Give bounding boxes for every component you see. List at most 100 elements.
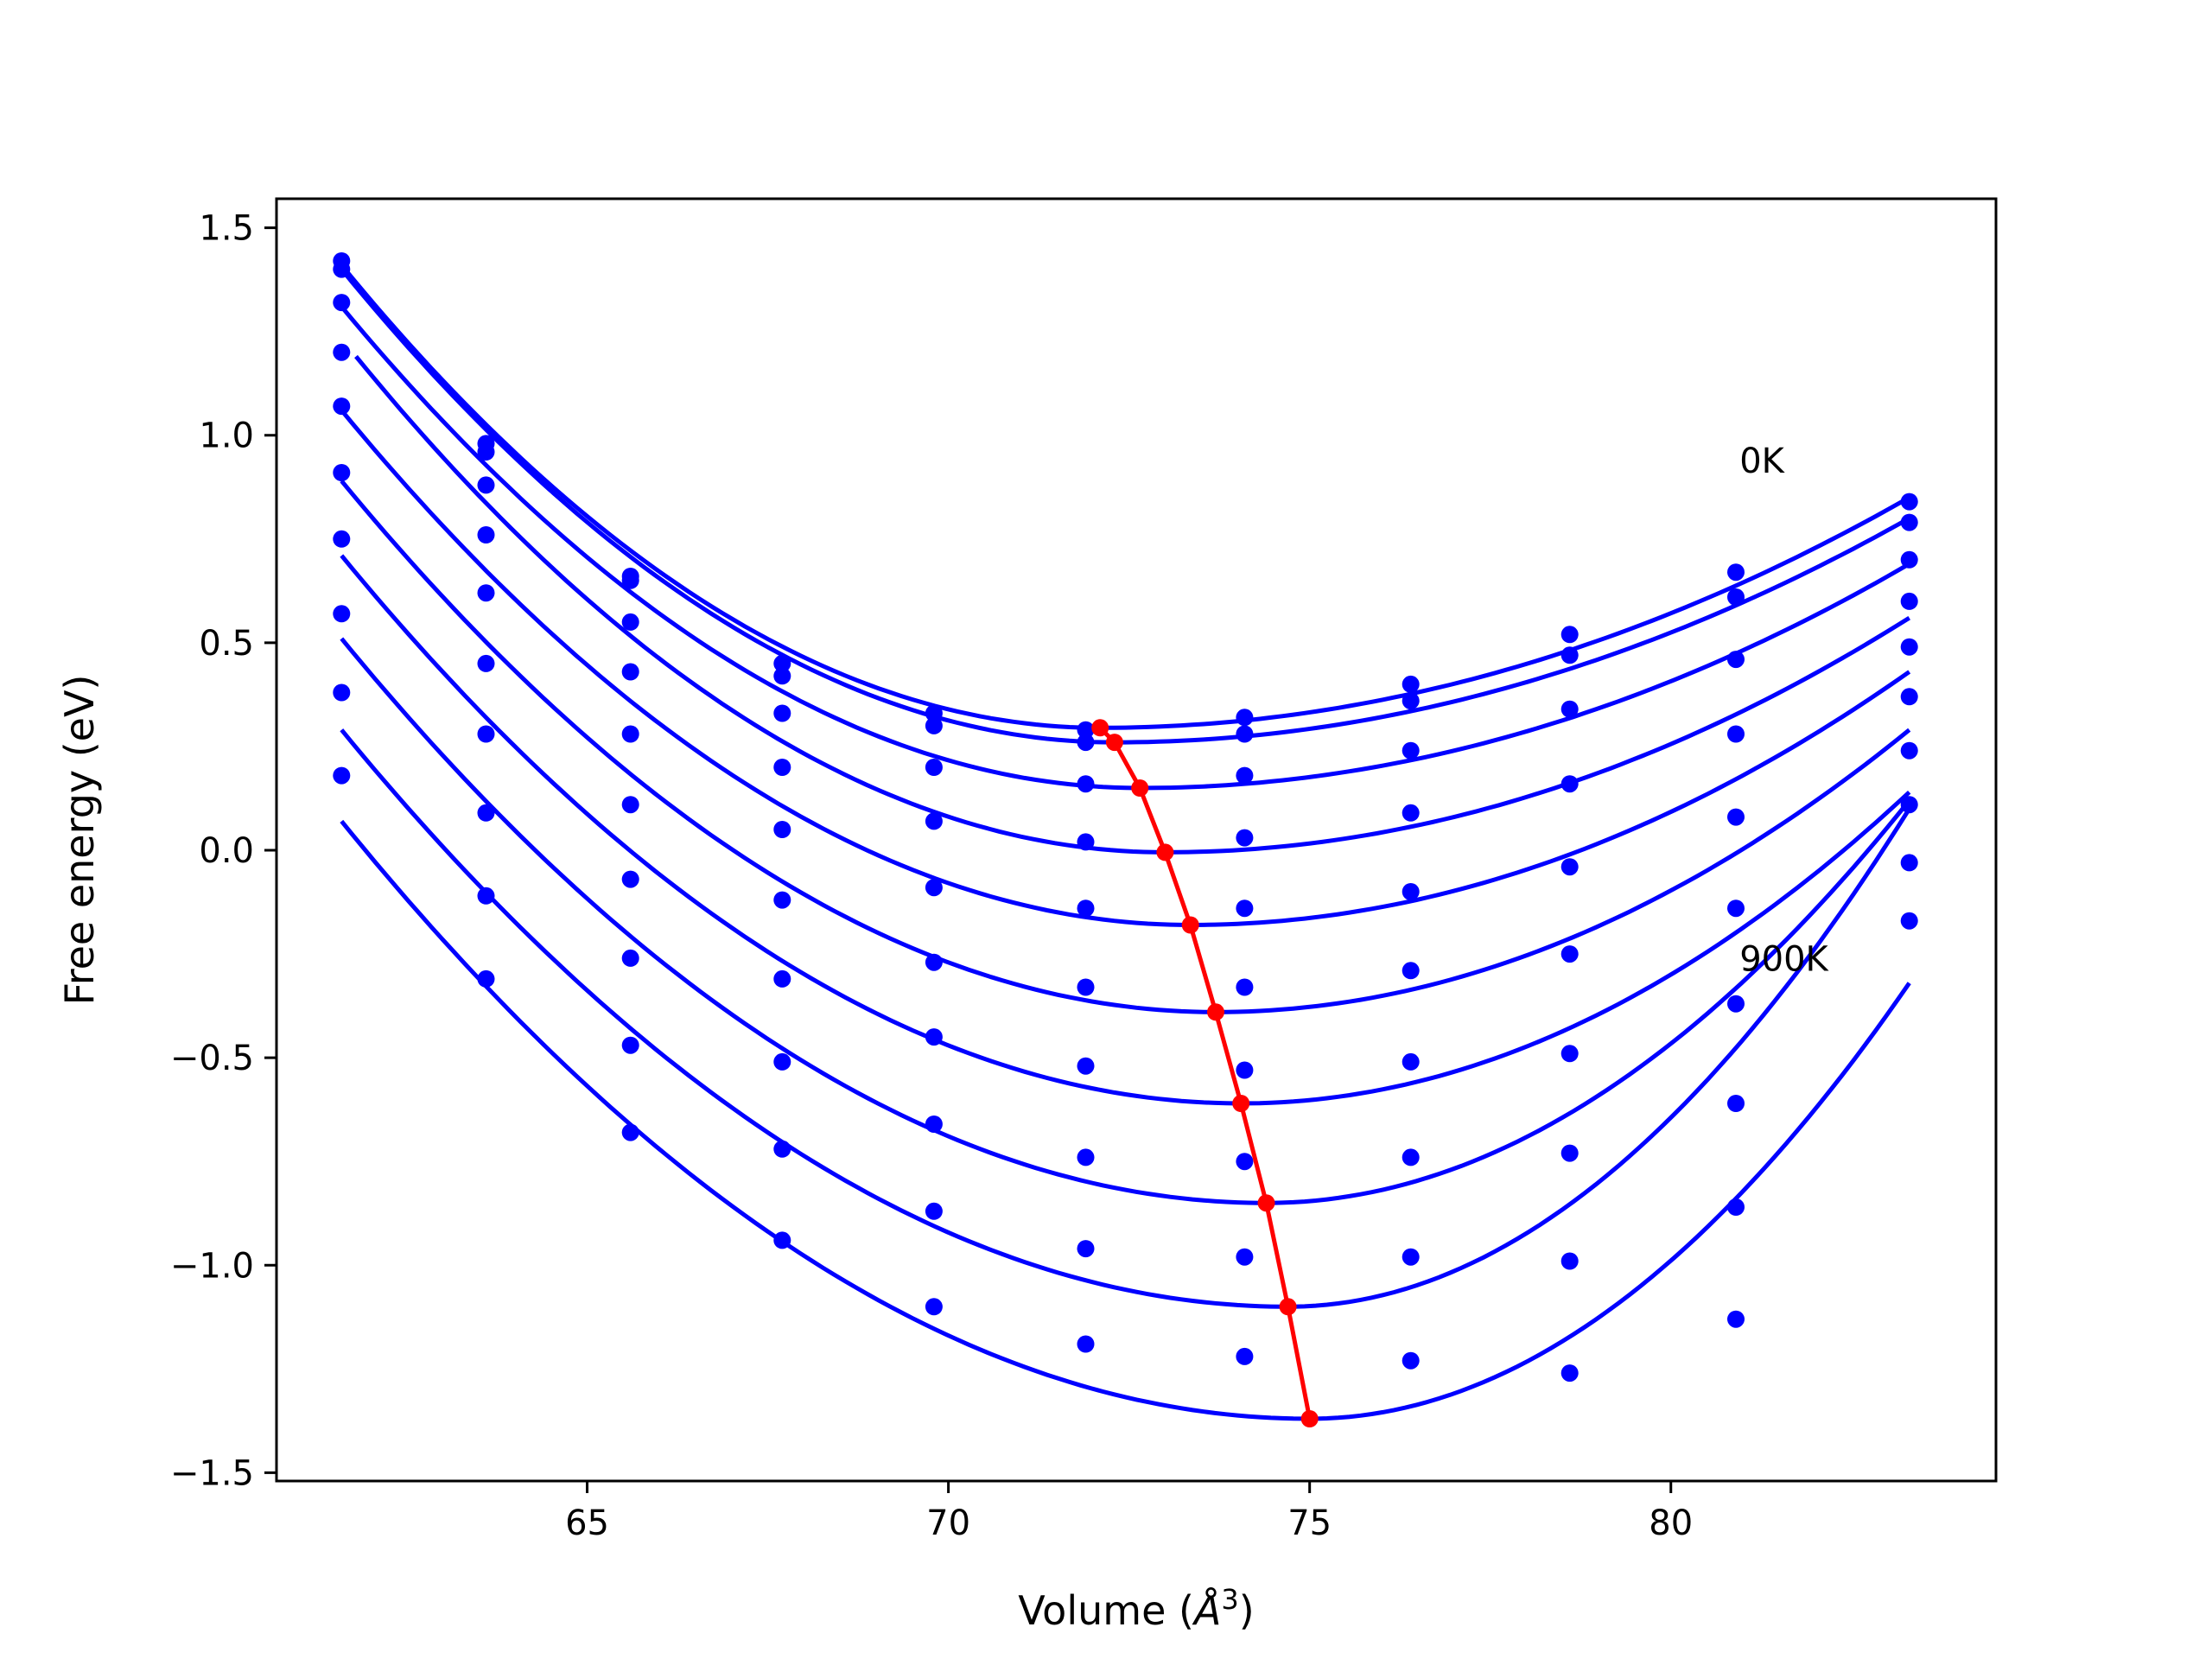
data-point [1560,700,1579,718]
data-point [1402,1052,1420,1071]
data-point [477,443,495,461]
data-point [1727,588,1745,606]
data-point [1402,1148,1420,1166]
minimum-point [1091,719,1109,737]
y-tick-label: 1.5 [199,209,254,249]
series-10 [333,766,1918,1421]
data-point [925,716,943,734]
data-point [1727,899,1745,918]
minimum-point [1181,916,1199,934]
data-point [1560,858,1579,876]
data-point [1402,692,1420,710]
data-point [333,260,351,278]
data-point [1560,1144,1579,1162]
fit-curve [340,728,1911,1309]
data-point [1900,741,1918,760]
data-point [1560,646,1579,664]
data-point [1236,1153,1254,1171]
series-layer [333,252,1918,1421]
data-point [333,397,351,416]
fit-curve [340,554,1911,1106]
series-2 [333,260,1918,752]
data-point [1077,1240,1095,1258]
y-tick-label: −1.5 [170,1453,254,1493]
series-7 [333,530,1918,1106]
data-point [1077,978,1095,996]
data-point [477,476,495,494]
data-point [1727,808,1745,826]
data-point [333,343,351,361]
data-point [477,526,495,543]
temperature-annotation: 0K [1739,442,1785,481]
data-point [1077,833,1095,851]
data-point [1402,883,1420,900]
data-point [333,530,351,548]
y-tick-label: 0.0 [199,831,254,871]
data-point [621,870,639,888]
data-point [1236,766,1254,785]
data-point [1077,721,1095,739]
data-point [773,969,791,988]
data-point [1236,709,1254,727]
data-point [1236,725,1254,743]
fit-curve [340,819,1911,1421]
data-point [1236,1347,1254,1365]
data-point [1900,796,1918,814]
data-point [333,766,351,785]
minimum-path-line [1098,726,1313,1420]
data-point [773,1140,791,1158]
y-tick-label: 0.5 [199,624,254,664]
data-point [333,605,351,623]
x-axis-label: Volume (Å3) [1018,1583,1254,1634]
data-point [477,887,495,905]
series-1 [333,252,1918,739]
series-3 [333,294,1918,793]
data-point [1236,1061,1254,1079]
data-point [1900,854,1918,872]
data-point [1236,899,1254,918]
data-point [477,725,495,743]
fit-curve [340,268,1910,745]
data-point [773,704,791,722]
fit-curve [340,409,1911,928]
data-point [1560,1364,1579,1382]
data-point [1077,1057,1095,1075]
data-point [1900,638,1918,656]
data-point [1900,513,1918,531]
data-point [925,953,943,971]
data-point [1402,741,1420,760]
series-6 [333,464,1918,1014]
data-point [1077,775,1095,793]
data-point [621,796,639,814]
data-point [1402,962,1420,980]
x-tick-label: 80 [1649,1503,1693,1543]
data-point [1727,651,1745,669]
y-tick-label: −1.0 [170,1246,254,1286]
data-point [333,683,351,702]
data-point [1560,775,1579,793]
minimum-point [1131,779,1149,797]
data-point [925,812,943,830]
data-point [621,571,639,589]
data-point [1236,978,1254,996]
data-point [1236,829,1254,847]
data-point [925,879,943,897]
tick-layer: 65 70 75 80 −1.5 −1.0 −0.5 0.0 0.5 1.0 1.5 [170,209,1693,1543]
data-point [621,613,639,631]
minimum-point [1232,1095,1250,1112]
data-point [1900,912,1918,930]
data-point [1402,804,1420,822]
minimum-point [1257,1194,1275,1212]
data-point [1727,995,1745,1013]
data-point [1727,725,1745,743]
data-point [925,1298,943,1316]
minimum-point [1279,1298,1297,1316]
data-point [773,821,791,838]
fit-curve [354,354,1911,855]
minimum-point [1207,1003,1224,1021]
data-point [773,667,791,685]
annotation-layer: 0K 900K [1739,442,1829,979]
x-tick-label: 75 [1287,1503,1332,1543]
data-point [1727,1310,1745,1328]
y-axis-label: Free energy (eV) [56,675,103,1006]
